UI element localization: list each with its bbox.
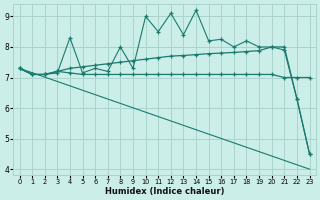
- X-axis label: Humidex (Indice chaleur): Humidex (Indice chaleur): [105, 187, 224, 196]
